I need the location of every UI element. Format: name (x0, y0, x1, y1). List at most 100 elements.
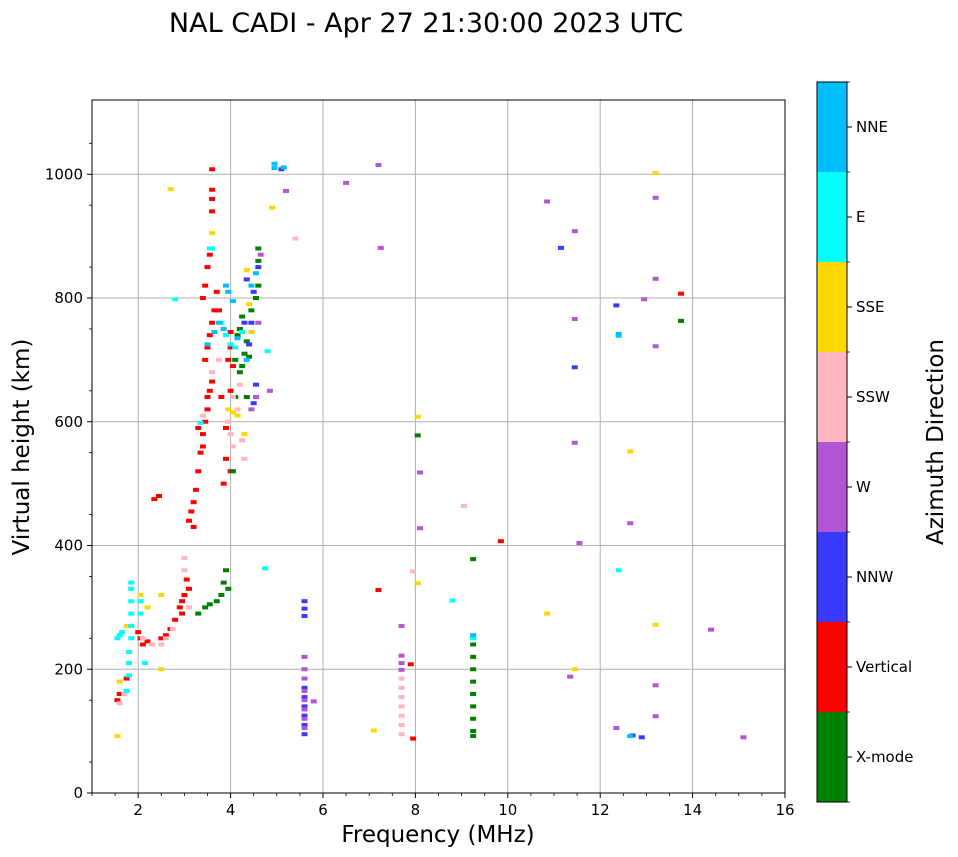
data-point-nne (248, 283, 255, 288)
data-point-ssw (236, 382, 243, 387)
data-point-ssw (241, 456, 248, 461)
x-tick-label: 8 (411, 801, 421, 819)
data-point-xmode (243, 395, 250, 399)
data-point-sse (241, 432, 248, 437)
data-point-ssw (139, 636, 146, 641)
data-point-vertical (229, 364, 236, 369)
data-point-sse (229, 410, 236, 415)
data-point-e (128, 580, 135, 585)
data-point-vertical (172, 617, 179, 622)
data-point-vertical (211, 308, 218, 313)
data-point-vertical (186, 586, 193, 591)
data-point-vertical (192, 487, 199, 492)
data-point-vertical (218, 395, 225, 399)
data-point-ssw (398, 685, 405, 690)
data-point-vertical (204, 407, 211, 412)
data-point-vertical (213, 289, 220, 294)
data-point-sse (246, 302, 253, 307)
data-point-nnw (255, 265, 262, 270)
plot-area (92, 100, 785, 793)
data-point-sse (167, 187, 174, 192)
data-point-sse (652, 171, 659, 176)
data-point-xmode (470, 654, 477, 659)
data-point-xmode (213, 599, 220, 604)
data-point-vertical (188, 509, 195, 514)
data-point-w (398, 653, 405, 658)
colorbar-swatch-ssw (817, 352, 847, 442)
data-point-ssw (398, 722, 405, 727)
data-point-vertical (144, 639, 151, 644)
data-point-e (470, 636, 477, 641)
data-point-nne (222, 283, 229, 288)
data-point-xmode (243, 339, 250, 344)
data-point-vertical (227, 388, 234, 393)
data-point-w (398, 661, 405, 666)
data-point-nnw (301, 614, 308, 619)
data-point-e (172, 297, 179, 302)
data-point-nnw (301, 713, 308, 718)
data-point-sse (137, 593, 144, 597)
data-point-ssw (149, 642, 156, 647)
data-point-w (417, 470, 424, 475)
data-point-w (255, 320, 262, 325)
data-point-xmode (470, 692, 477, 696)
data-point-xmode (222, 568, 229, 573)
data-point-sse (116, 679, 123, 684)
data-point-sse (158, 593, 165, 597)
data-point-nnw (250, 289, 257, 294)
data-point-vertical (162, 633, 169, 638)
data-point-ssw (225, 419, 232, 424)
data-point-nnw (246, 342, 253, 347)
data-point-ssw (169, 627, 176, 632)
data-point-e (239, 330, 246, 335)
data-point-xmode (255, 258, 262, 263)
data-point-xmode (239, 364, 246, 369)
data-point-vertical (199, 444, 206, 449)
data-point-sse (243, 268, 250, 273)
data-point-xmode (470, 642, 477, 647)
data-point-xmode (206, 602, 213, 607)
colorbar-label-nnw: NNW (856, 568, 893, 586)
data-point-sse (123, 623, 130, 628)
data-point-vertical (209, 379, 216, 384)
data-point-vertical (179, 599, 186, 604)
data-point-e (615, 568, 622, 573)
data-point-e (209, 246, 216, 251)
data-point-vertical (114, 698, 121, 703)
data-point-w (301, 698, 308, 703)
data-point-w (248, 407, 255, 412)
y-axis-label: Virtual height (km) (9, 339, 35, 556)
data-point-vertical (202, 283, 209, 288)
data-points (114, 161, 747, 741)
data-point-vertical (209, 187, 216, 192)
data-point-sse (234, 413, 241, 418)
data-point-xmode (414, 433, 421, 438)
data-point-vertical (206, 388, 213, 393)
data-point-vertical (116, 692, 123, 696)
data-point-sse (652, 622, 659, 627)
colorbar-label-e: E (856, 208, 865, 226)
data-point-nne (627, 734, 634, 739)
data-point-w (417, 526, 424, 531)
data-point-e (125, 661, 132, 666)
data-point-vertical (222, 425, 229, 430)
data-point-ssw (229, 444, 236, 449)
grid (92, 100, 785, 793)
data-point-nne (271, 166, 278, 171)
data-point-sse (114, 734, 121, 739)
data-point-xmode (241, 351, 248, 356)
data-point-xmode (255, 246, 262, 251)
y-axis-ticks: 0 200 400 600 800 1000 (45, 142, 92, 802)
data-point-ssw (292, 236, 299, 241)
colorbar-label-xmode: X-mode (856, 748, 913, 766)
data-point-ssw (398, 676, 405, 681)
data-point-vertical (222, 456, 229, 461)
data-point-vertical (179, 611, 186, 616)
colorbar-swatch-sse (817, 262, 847, 352)
data-point-e (128, 636, 135, 641)
colorbar-label-sse: SSE (856, 298, 885, 316)
colorbar-label-ssw: SSW (856, 388, 890, 406)
data-point-sse (414, 414, 421, 419)
data-point-xmode (470, 716, 477, 721)
data-point-e (262, 566, 269, 571)
